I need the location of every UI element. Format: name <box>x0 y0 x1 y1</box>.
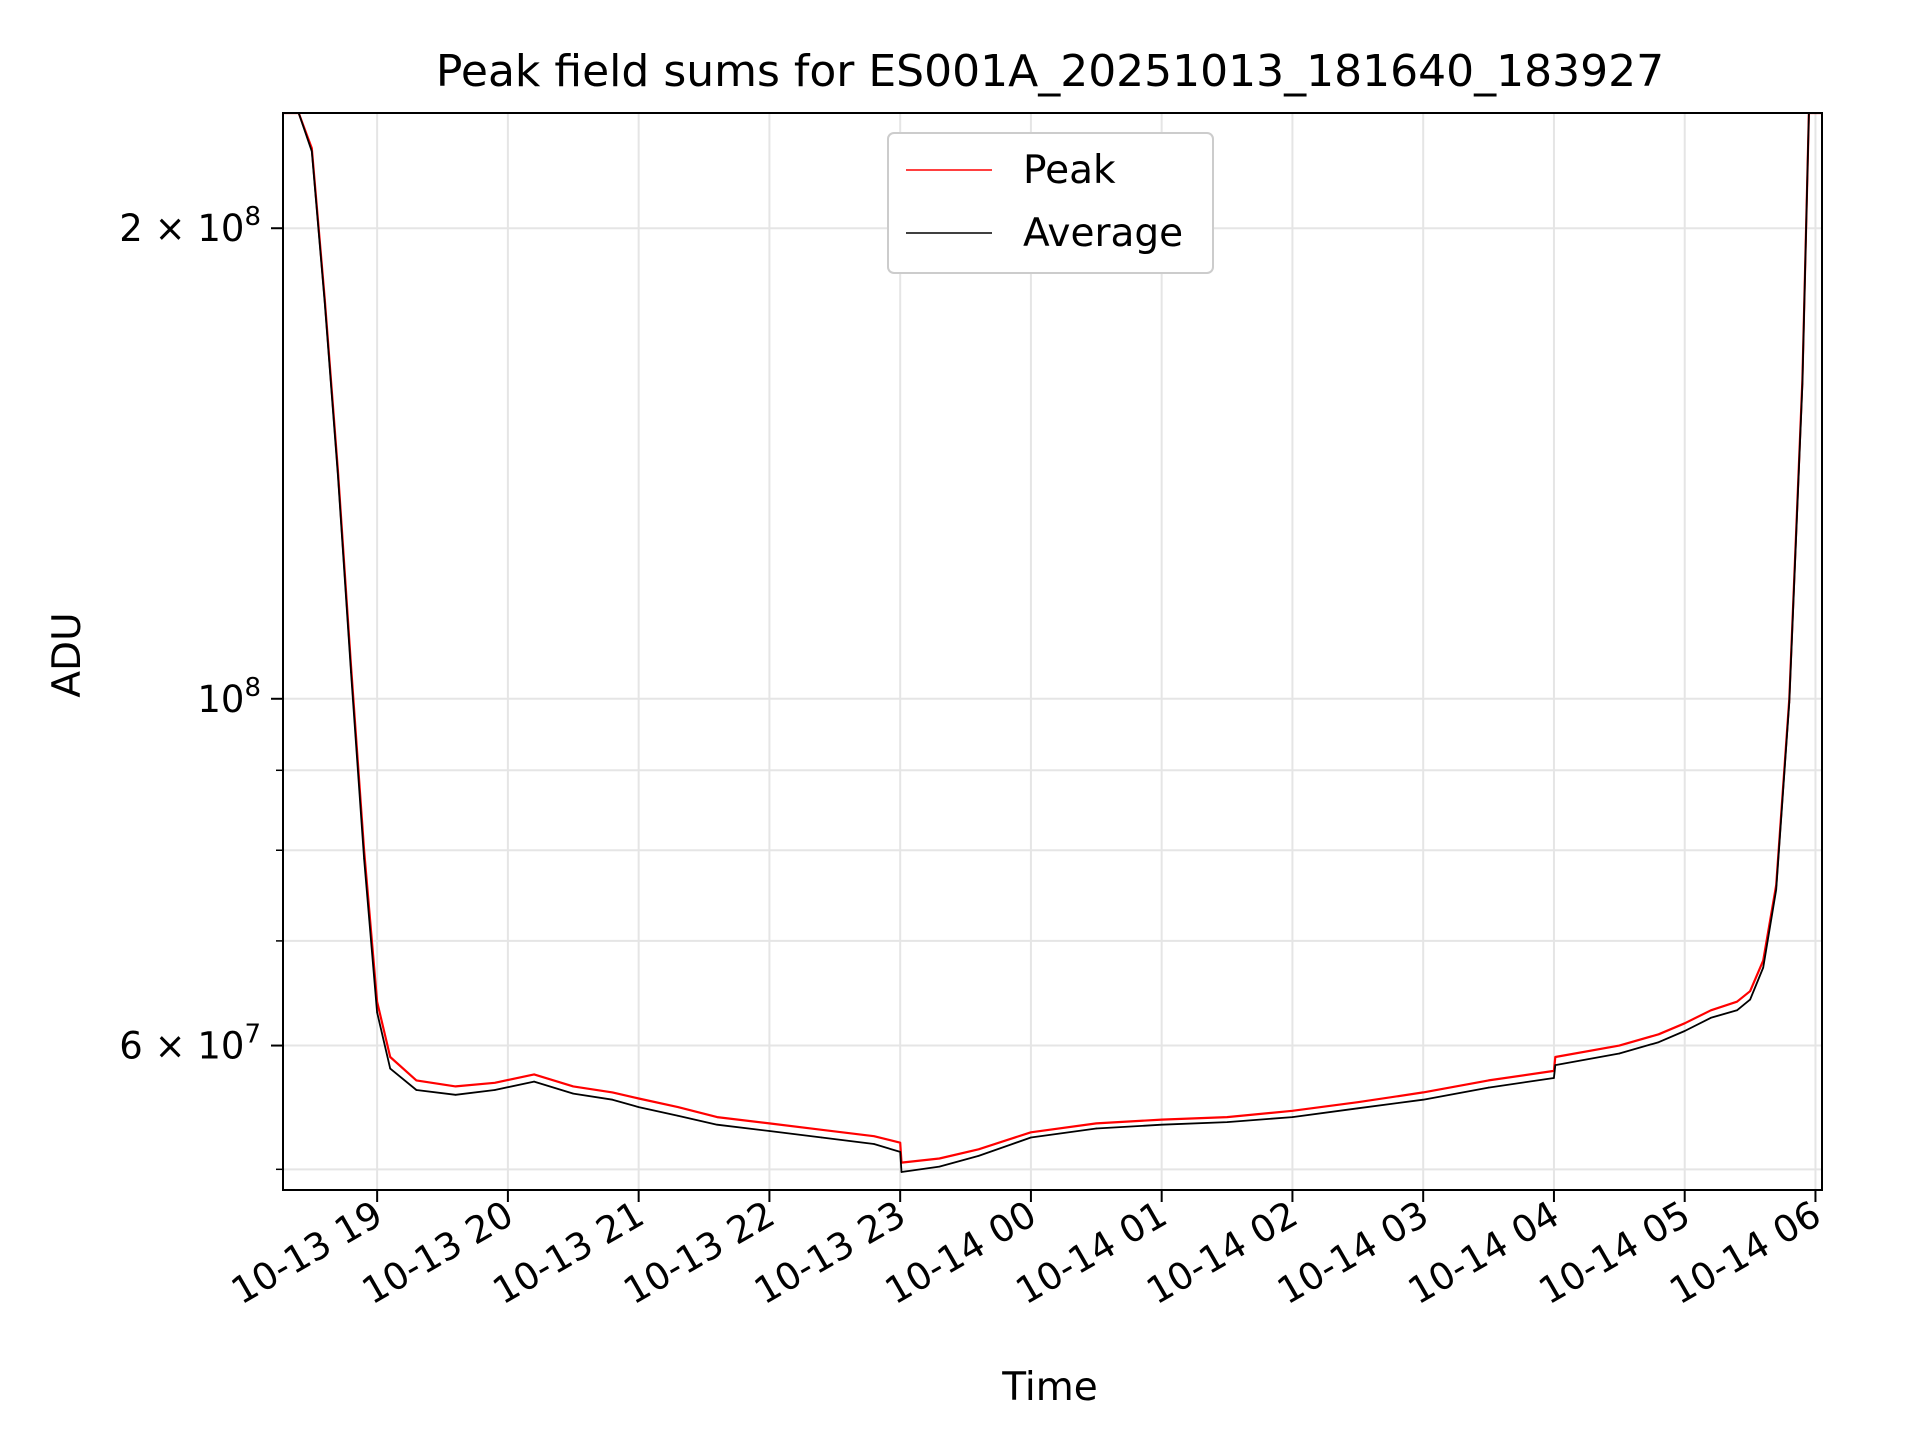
data-point-peak <box>1618 1044 1621 1047</box>
data-point-average <box>977 1155 980 1157</box>
data-point-average <box>533 1080 535 1083</box>
plot-frame <box>282 112 1823 1191</box>
data-point-average <box>1095 1127 1098 1130</box>
data-point-peak <box>611 1091 614 1094</box>
data-point-average <box>494 1089 496 1091</box>
y-tick-exponent: 8 <box>244 202 261 232</box>
y-tick-exponent: 7 <box>244 1020 261 1050</box>
data-point-peak <box>1487 1079 1490 1082</box>
data-point-average <box>1554 1064 1557 1066</box>
data-point-peak <box>677 1106 679 1108</box>
data-point-peak <box>389 1056 392 1058</box>
data-point-peak <box>1095 1122 1098 1125</box>
data-point-average <box>1710 1017 1712 1019</box>
data-point-average <box>1762 966 1764 969</box>
data-point-peak <box>1030 1131 1032 1134</box>
data-point-average <box>1618 1052 1621 1055</box>
data-point-average <box>611 1098 614 1101</box>
data-point-average <box>938 1165 941 1168</box>
data-point-average <box>310 150 313 153</box>
data-point-peak <box>1710 1009 1712 1012</box>
data-point-average <box>454 1094 457 1096</box>
data-point-average <box>1788 701 1791 703</box>
data-point-average <box>1553 1077 1555 1079</box>
data-point-average <box>1291 1116 1294 1118</box>
data-point-peak <box>1291 1110 1294 1112</box>
data-point-average <box>716 1123 718 1126</box>
data-point-average <box>376 1011 378 1014</box>
data-point-average <box>637 1106 640 1108</box>
data-point-average <box>324 302 326 305</box>
data-point-average <box>1749 998 1751 1001</box>
data-point-peak <box>1422 1091 1424 1094</box>
data-point-average <box>1030 1136 1032 1139</box>
data-point-average <box>900 1171 903 1173</box>
data-point-average <box>1657 1041 1660 1043</box>
data-point-peak <box>899 1141 901 1144</box>
data-point-average <box>1357 1107 1359 1110</box>
data-point-peak <box>494 1081 496 1084</box>
y-tick-exponent: 8 <box>244 673 261 703</box>
data-point-peak <box>1226 1116 1228 1118</box>
x-axis-label: Time <box>1001 1365 1097 1410</box>
data-point-peak <box>1749 990 1751 993</box>
y-tick-label: 108 <box>197 673 261 721</box>
data-point-average <box>363 857 365 860</box>
data-point-average <box>1801 383 1804 385</box>
data-point-peak <box>1657 1033 1660 1036</box>
legend: Peak Average <box>887 132 1214 274</box>
data-point-average <box>1226 1121 1228 1123</box>
data-point-peak <box>716 1116 718 1118</box>
y-tick-label: 2 × 108 <box>119 202 261 250</box>
data-point-average <box>337 474 339 477</box>
data-point-average <box>350 671 352 673</box>
legend-peak-label: Peak <box>1023 148 1116 193</box>
data-point-average <box>415 1089 418 1091</box>
data-point-peak <box>1736 1000 1738 1003</box>
data-point-peak <box>768 1122 771 1125</box>
y-axis-label: ADU <box>45 612 90 697</box>
data-point-average <box>389 1067 392 1070</box>
data-point-peak <box>415 1079 418 1082</box>
data-point-average <box>1683 1030 1686 1032</box>
data-point-average <box>572 1092 575 1095</box>
data-point-average <box>768 1130 771 1132</box>
data-point-average <box>1422 1098 1424 1101</box>
data-point-peak <box>637 1097 640 1100</box>
data-point-average <box>1160 1123 1163 1126</box>
data-point-average <box>1736 1009 1738 1012</box>
legend-average-label: Average <box>1023 211 1183 256</box>
data-point-peak <box>873 1135 875 1138</box>
data-point-peak <box>572 1085 575 1088</box>
grid <box>283 113 1822 1190</box>
data-point-average <box>899 1151 901 1153</box>
data-point-average <box>1775 888 1778 891</box>
data-point-average <box>1487 1086 1490 1089</box>
y-tick-mantissa: 6 <box>119 1025 143 1068</box>
y-tick-mantissa: 2 <box>119 207 143 250</box>
data-point-peak <box>533 1073 535 1076</box>
data-point-average <box>677 1115 679 1117</box>
chart-title: Peak field sums for ES001A_20251013_1816… <box>436 46 1664 97</box>
data-point-peak <box>820 1128 823 1131</box>
data-point-average <box>873 1143 875 1145</box>
data-point-peak <box>1160 1118 1163 1121</box>
y-tick-label: 6 × 107 <box>119 1020 261 1068</box>
data-point-peak <box>454 1085 457 1088</box>
data-point-peak <box>1357 1101 1359 1103</box>
data-point-average <box>820 1136 823 1139</box>
data-point-peak <box>1683 1022 1686 1025</box>
data-point-peak <box>938 1157 941 1160</box>
data-point-peak <box>1554 1056 1557 1058</box>
data-point-peak <box>977 1148 980 1151</box>
legend-box <box>887 132 1214 274</box>
